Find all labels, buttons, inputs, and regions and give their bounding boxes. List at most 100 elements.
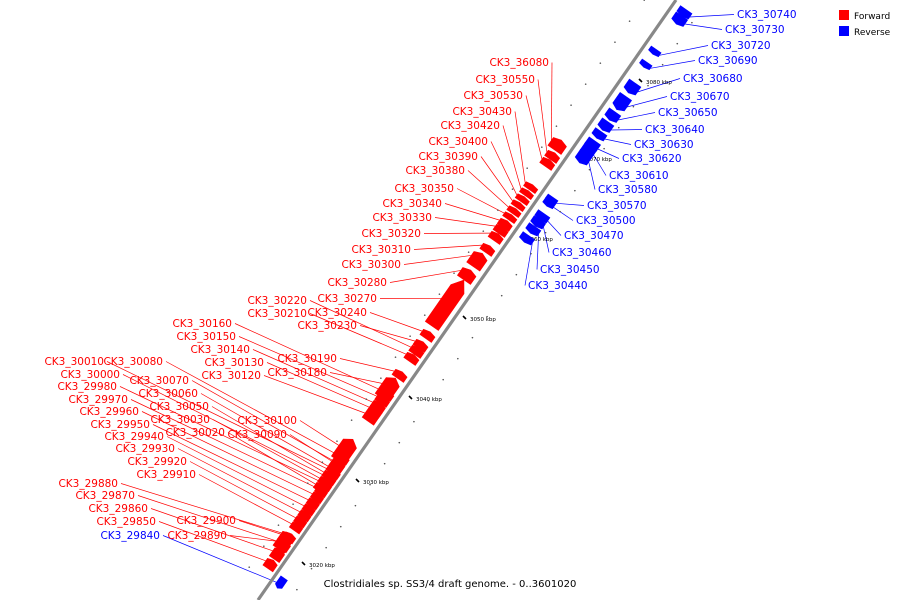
gene-label[interactable]: CK3_30670 — [670, 91, 730, 103]
gene-label[interactable]: CK3_30140 — [190, 344, 250, 356]
gene-feature-ck3-30190[interactable] — [391, 368, 408, 383]
gene-label[interactable]: CK3_30130 — [204, 357, 264, 369]
gene-label[interactable]: CK3_30020 — [165, 427, 225, 439]
gene-feature-ck3-30640[interactable] — [597, 117, 615, 133]
gene-label[interactable]: CK3_30690 — [698, 55, 758, 67]
gene-feature-ck3-30100[interactable] — [330, 438, 357, 466]
gene-label[interactable]: CK3_30610 — [609, 170, 669, 182]
gene-feature-ck3-30420[interactable] — [518, 187, 534, 201]
gene-label[interactable]: CK3_30680 — [683, 73, 743, 85]
gene-label[interactable]: CK3_30620 — [622, 153, 682, 165]
gene-feature-ck3-30730[interactable] — [671, 11, 689, 27]
gene-feature-ck3-30690[interactable] — [639, 58, 653, 71]
gene-feature-ck3-30180[interactable] — [374, 377, 400, 403]
gene-label[interactable]: CK3_29930 — [115, 443, 175, 455]
gene-label[interactable]: CK3_30050 — [149, 401, 209, 413]
gene-label[interactable]: CK3_29860 — [88, 503, 148, 515]
gene-label[interactable]: CK3_30580 — [598, 184, 658, 196]
gene-label[interactable]: CK3_30730 — [725, 24, 785, 36]
gene-label[interactable]: CK3_30460 — [552, 247, 612, 259]
gene-label[interactable]: CK3_30420 — [440, 120, 500, 132]
gene-label[interactable]: CK3_30090 — [227, 429, 287, 441]
gene-label[interactable]: CK3_29940 — [104, 431, 164, 443]
gene-feature-ck3-30270[interactable] — [424, 279, 465, 331]
gene-feature-ck3-30550[interactable] — [544, 149, 561, 164]
gene-feature-ck3-30530[interactable] — [539, 156, 556, 171]
gene-feature-ck3-30300[interactable] — [466, 251, 488, 272]
gene-label[interactable]: CK3_30530 — [463, 90, 523, 102]
gene-label[interactable]: CK3_30220 — [247, 295, 307, 307]
gene-label[interactable]: CK3_30500 — [576, 215, 636, 227]
gene-label[interactable]: CK3_30070 — [129, 375, 189, 387]
gene-label[interactable]: CK3_30320 — [361, 228, 421, 240]
gene-label[interactable]: CK3_36080 — [489, 57, 549, 69]
gene-feature-ck3-30630[interactable] — [591, 127, 608, 142]
gene-feature-ck3-30570[interactable] — [545, 193, 559, 206]
gene-label[interactable]: CK3_30470 — [564, 230, 624, 242]
gene-label[interactable]: CK3_30740 — [737, 9, 797, 21]
gene-feature-ck3-30680[interactable] — [623, 78, 642, 96]
gene-label[interactable]: CK3_30640 — [645, 124, 705, 136]
gene-label[interactable]: CK3_30450 — [540, 264, 600, 276]
gene-feature-ck3-30650[interactable] — [604, 107, 622, 123]
gene-feature-ck3-30430[interactable] — [523, 181, 539, 195]
gene-feature-ck3-29840[interactable] — [275, 575, 288, 589]
gene-label[interactable]: CK3_30430 — [452, 106, 512, 118]
gene-label[interactable]: CK3_29850 — [96, 516, 156, 528]
gene-label[interactable]: CK3_30010 — [44, 356, 104, 368]
gene-label[interactable]: CK3_30310 — [351, 244, 411, 256]
gene-label[interactable]: CK3_30000 — [60, 369, 120, 381]
gene-label[interactable]: CK3_29890 — [167, 530, 227, 542]
gene-label[interactable]: CK3_30060 — [138, 388, 198, 400]
gene-label[interactable]: CK3_30350 — [394, 183, 454, 195]
gene-label[interactable]: CK3_29970 — [68, 394, 128, 406]
gene-label[interactable]: CK3_30080 — [103, 356, 163, 368]
gene-label[interactable]: CK3_30330 — [372, 212, 432, 224]
gene-label[interactable]: CK3_30280 — [327, 277, 387, 289]
gene-label[interactable]: CK3_30380 — [405, 165, 465, 177]
gene-feature-ck3-30460[interactable] — [530, 215, 547, 230]
gene-feature-ck3-30400[interactable] — [514, 193, 530, 207]
gene-feature-ck3-30320[interactable] — [487, 230, 504, 245]
gene-label[interactable]: CK3_30720 — [711, 40, 771, 52]
gene-feature-ck3-30310[interactable] — [479, 242, 496, 257]
gene-label[interactable]: CK3_30180 — [267, 367, 327, 379]
gene-label[interactable]: CK3_30120 — [201, 370, 261, 382]
gene-label[interactable]: CK3_30650 — [658, 107, 718, 119]
gene-feature-ck3-30340[interactable] — [496, 217, 513, 232]
gene-label[interactable]: CK3_30160 — [172, 318, 232, 330]
gene-feature-ck3-30390[interactable] — [510, 199, 526, 213]
gene-label[interactable]: CK3_29870 — [75, 490, 135, 502]
gene-feature-ck3-30740[interactable] — [676, 5, 693, 20]
gene-feature-ck3-30670[interactable] — [612, 91, 633, 112]
gene-feature-ck3-30240[interactable] — [419, 328, 436, 343]
gene-feature-ck3-30210[interactable] — [403, 351, 420, 366]
gene-feature-ck3-29850[interactable] — [262, 558, 278, 573]
gene-label[interactable]: CK3_30550 — [475, 74, 535, 86]
gene-feature-ck3-30230[interactable] — [412, 338, 429, 353]
gene-label[interactable]: CK3_30030 — [150, 414, 210, 426]
gene-label[interactable]: CK3_30390 — [418, 151, 478, 163]
gene-feature-ck3-30450[interactable] — [525, 222, 542, 237]
gene-label[interactable]: CK3_30150 — [176, 331, 236, 343]
gene-label[interactable]: CK3_30100 — [237, 415, 297, 427]
gene-label[interactable]: CK3_30270 — [317, 293, 377, 305]
gene-label[interactable]: CK3_29900 — [176, 515, 236, 527]
gene-feature-ck3-30350[interactable] — [502, 211, 518, 225]
gene-label[interactable]: CK3_30630 — [634, 139, 694, 151]
gene-label[interactable]: CK3_29920 — [127, 456, 187, 468]
gene-feature-ck3-30720[interactable] — [648, 45, 662, 58]
gene-label[interactable]: CK3_29840 — [100, 530, 160, 542]
gene-label[interactable]: CK3_30300 — [341, 259, 401, 271]
gene-label[interactable]: CK3_30400 — [428, 136, 488, 148]
gene-feature-ck3-36080[interactable] — [547, 137, 567, 155]
gene-label[interactable]: CK3_29950 — [90, 419, 150, 431]
gene-label[interactable]: CK3_29980 — [57, 381, 117, 393]
gene-feature-ck3-29900[interactable] — [276, 530, 295, 548]
gene-label[interactable]: CK3_30240 — [307, 307, 367, 319]
gene-label[interactable]: CK3_30190 — [277, 353, 337, 365]
gene-feature-ck3-30440[interactable] — [519, 231, 536, 246]
gene-label[interactable]: CK3_30570 — [587, 200, 647, 212]
gene-label[interactable]: CK3_29910 — [136, 469, 196, 481]
gene-feature-ck3-30620[interactable] — [584, 136, 602, 152]
